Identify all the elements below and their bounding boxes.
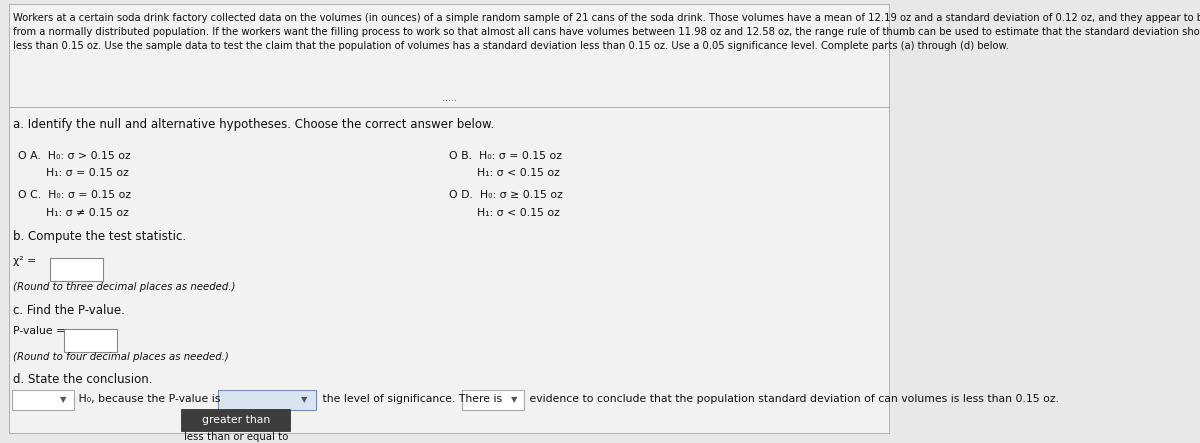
Text: H₁: σ = 0.15 oz: H₁: σ = 0.15 oz <box>18 168 128 179</box>
FancyBboxPatch shape <box>218 390 316 410</box>
Text: H₁: σ < 0.15 oz: H₁: σ < 0.15 oz <box>449 208 560 218</box>
Text: b. Compute the test statistic.: b. Compute the test statistic. <box>13 229 186 243</box>
Text: H₀, because the P-value is: H₀, because the P-value is <box>74 394 220 404</box>
Text: O C.  H₀: σ = 0.15 oz: O C. H₀: σ = 0.15 oz <box>18 190 131 200</box>
Text: Workers at a certain soda drink factory collected data on the volumes (in ounces: Workers at a certain soda drink factory … <box>13 13 1200 51</box>
Text: P-value =: P-value = <box>13 326 66 336</box>
Text: ▼: ▼ <box>511 395 517 404</box>
Text: (Round to four decimal places as needed.): (Round to four decimal places as needed.… <box>13 352 229 362</box>
Text: O D.  H₀: σ ≥ 0.15 oz: O D. H₀: σ ≥ 0.15 oz <box>449 190 563 200</box>
Text: the level of significance. There is: the level of significance. There is <box>319 394 502 404</box>
Text: ▼: ▼ <box>60 395 66 404</box>
Text: c. Find the P-value.: c. Find the P-value. <box>13 304 125 317</box>
FancyBboxPatch shape <box>12 390 73 410</box>
Text: .....: ..... <box>442 93 456 103</box>
Text: a. Identify the null and alternative hypotheses. Choose the correct answer below: a. Identify the null and alternative hyp… <box>13 118 494 131</box>
FancyBboxPatch shape <box>462 390 523 410</box>
Text: ▼: ▼ <box>301 395 307 404</box>
Text: d. State the conclusion.: d. State the conclusion. <box>13 373 152 386</box>
Text: O A.  H₀: σ > 0.15 oz: O A. H₀: σ > 0.15 oz <box>18 151 131 161</box>
Text: (Round to three decimal places as needed.): (Round to three decimal places as needed… <box>13 282 236 292</box>
Text: χ² =: χ² = <box>13 256 37 266</box>
Text: O B.  H₀: σ = 0.15 oz: O B. H₀: σ = 0.15 oz <box>449 151 562 161</box>
Text: less than or equal to: less than or equal to <box>184 432 288 442</box>
FancyBboxPatch shape <box>8 4 889 433</box>
Text: H₁: σ < 0.15 oz: H₁: σ < 0.15 oz <box>449 168 560 179</box>
FancyBboxPatch shape <box>181 408 290 431</box>
Text: H₁: σ ≠ 0.15 oz: H₁: σ ≠ 0.15 oz <box>18 208 128 218</box>
Text: evidence to conclude that the population standard deviation of can volumes is le: evidence to conclude that the population… <box>527 394 1060 404</box>
FancyBboxPatch shape <box>64 329 116 352</box>
FancyBboxPatch shape <box>50 258 103 281</box>
Text: greater than: greater than <box>202 415 270 425</box>
